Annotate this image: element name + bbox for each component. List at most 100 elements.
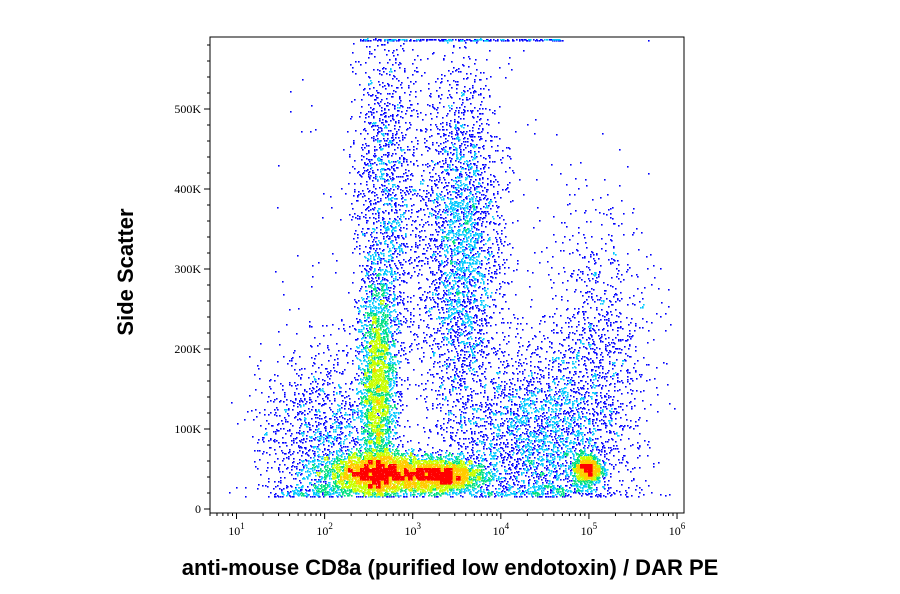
data-point	[489, 416, 491, 418]
data-point	[451, 61, 453, 63]
data-point	[475, 193, 477, 195]
data-point	[369, 159, 371, 161]
data-point	[493, 312, 495, 314]
data-point	[379, 120, 381, 122]
data-point	[395, 206, 397, 208]
data-point	[402, 252, 404, 254]
data-point	[469, 282, 471, 284]
data-point	[485, 195, 487, 197]
data-point	[558, 350, 560, 352]
data-point	[527, 270, 529, 272]
data-point	[456, 170, 458, 172]
data-point	[551, 449, 553, 451]
data-point	[481, 294, 483, 296]
data-point	[507, 442, 509, 444]
data-point	[397, 54, 399, 56]
data-point	[403, 274, 405, 276]
data-point	[607, 330, 609, 332]
data-point	[495, 354, 497, 356]
data-point	[464, 422, 466, 424]
data-point	[483, 88, 485, 90]
data-point	[460, 383, 462, 385]
data-point	[642, 327, 644, 329]
data-point	[637, 425, 639, 427]
data-point	[483, 448, 485, 450]
data-point	[373, 248, 375, 250]
data-point	[531, 475, 533, 477]
data-point	[353, 195, 355, 197]
data-point	[447, 185, 449, 187]
data-point	[600, 454, 602, 456]
data-point	[397, 421, 399, 423]
data-point	[447, 324, 449, 326]
data-point	[481, 495, 483, 497]
data-point	[514, 434, 516, 436]
data-point	[386, 279, 388, 281]
data-point	[434, 306, 436, 308]
data-point	[528, 436, 530, 438]
data-point	[368, 150, 370, 152]
data-point	[667, 384, 669, 386]
data-point	[570, 213, 572, 215]
data-point	[411, 262, 413, 264]
data-point	[483, 206, 485, 208]
data-point	[516, 496, 518, 498]
data-point	[596, 277, 598, 279]
data-point	[553, 352, 555, 354]
data-point	[415, 91, 417, 93]
data-point	[411, 104, 413, 106]
data-point	[634, 363, 636, 365]
data-point	[455, 187, 457, 189]
data-point	[359, 245, 361, 247]
data-point	[495, 419, 497, 421]
data-point	[405, 358, 407, 360]
data-point	[438, 261, 440, 263]
data-point	[455, 134, 457, 136]
data-point	[443, 429, 445, 431]
data-point	[401, 396, 403, 398]
data-point	[626, 492, 628, 494]
data-point	[404, 380, 406, 382]
data-point	[583, 317, 585, 319]
data-point	[544, 321, 546, 323]
data-point	[382, 185, 384, 187]
data-point	[576, 424, 578, 426]
data-point	[396, 354, 398, 356]
data-point	[366, 265, 368, 267]
data-point	[592, 408, 594, 410]
data-point	[653, 339, 655, 341]
data-point	[363, 335, 365, 337]
data-point	[627, 253, 629, 255]
data-point	[618, 459, 620, 461]
data-point	[401, 198, 403, 200]
data-point	[620, 281, 622, 283]
data-point	[450, 214, 452, 216]
data-point	[526, 431, 528, 433]
data-point	[407, 164, 409, 166]
data-point	[478, 211, 480, 213]
data-point	[442, 153, 444, 155]
data-point	[399, 277, 401, 279]
data-point	[627, 376, 629, 378]
data-point	[622, 459, 624, 461]
data-point	[482, 113, 484, 115]
data-point	[442, 117, 444, 119]
data-point	[443, 147, 445, 149]
data-point	[470, 150, 472, 152]
data-point	[466, 459, 468, 461]
data-point	[535, 349, 537, 351]
data-point	[528, 480, 530, 482]
data-point	[378, 212, 380, 214]
data-point	[464, 273, 466, 275]
data-point	[507, 453, 509, 455]
data-point	[438, 133, 440, 135]
data-point	[572, 235, 574, 237]
data-point	[364, 162, 366, 164]
data-point	[529, 479, 531, 481]
data-point	[517, 318, 519, 320]
data-point	[434, 210, 436, 212]
data-point	[464, 408, 466, 410]
data-point	[469, 333, 471, 335]
data-point	[529, 344, 531, 346]
data-point	[599, 450, 601, 452]
